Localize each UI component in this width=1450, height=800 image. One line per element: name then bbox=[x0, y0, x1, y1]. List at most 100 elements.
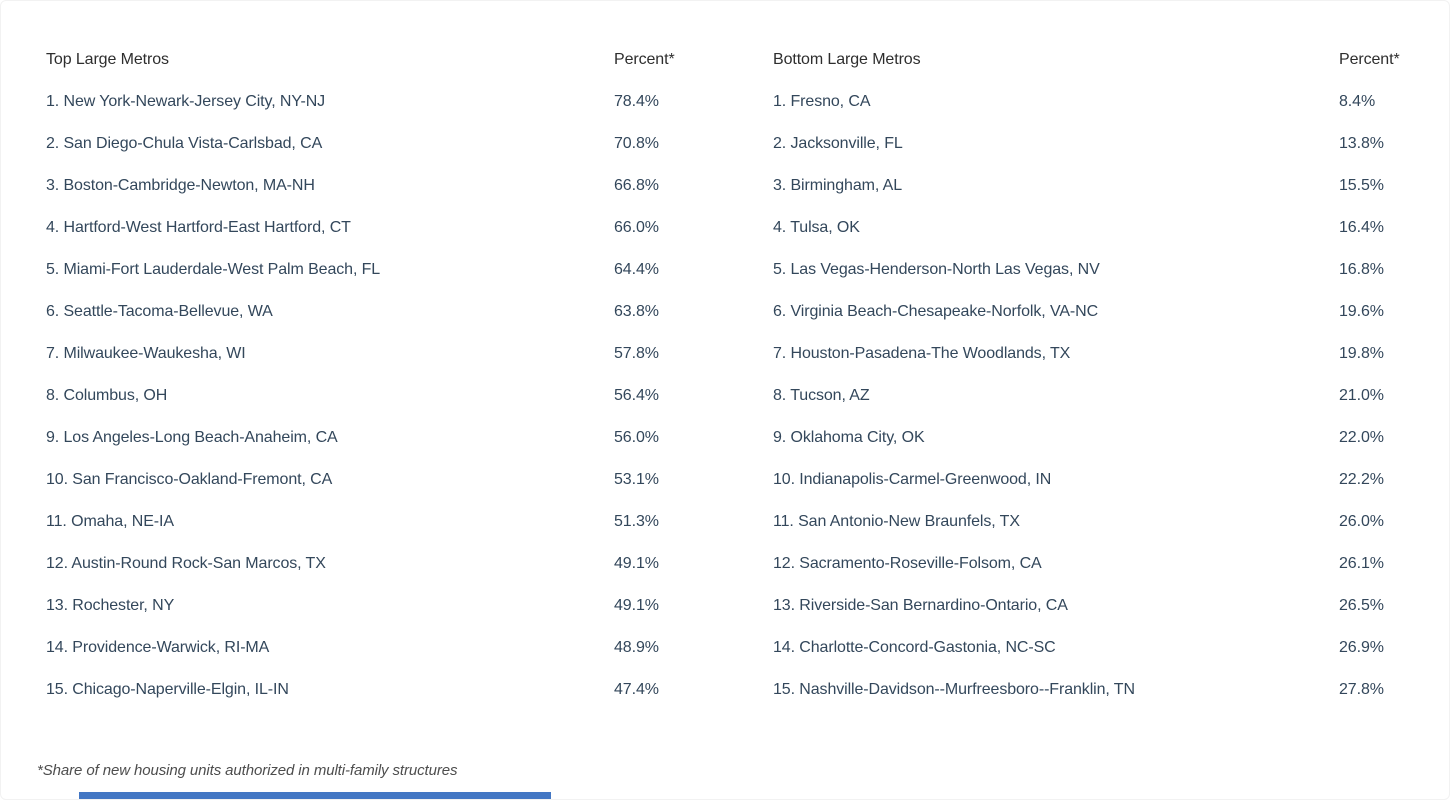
percent-cell: 27.8% bbox=[1339, 681, 1384, 698]
metro-name-cell: 15. Chicago-Naperville-Elgin, IL-IN bbox=[46, 681, 289, 698]
metro-name-cell: 8. Columbus, OH bbox=[46, 387, 168, 404]
table-row: 10. Indianapolis-Carmel-Greenwood, IN 22… bbox=[773, 459, 1406, 501]
table-row: 13. Riverside-San Bernardino-Ontario, CA… bbox=[773, 585, 1406, 627]
percent-cell: 26.1% bbox=[1339, 555, 1384, 572]
table-row: 13. Rochester, NY 49.1% bbox=[46, 585, 728, 627]
metro-name-cell: 7. Houston-Pasadena-The Woodlands, TX bbox=[773, 345, 1071, 362]
metro-name-cell: 1. Fresno, CA bbox=[773, 93, 871, 110]
table-row: 9. Los Angeles-Long Beach-Anaheim, CA 56… bbox=[46, 417, 728, 459]
table-row: 4. Tulsa, OK 16.4% bbox=[773, 207, 1406, 249]
percent-cell: 56.0% bbox=[614, 429, 659, 446]
table-row: 8. Columbus, OH 56.4% bbox=[46, 375, 728, 417]
table-row: 2. Jacksonville, FL 13.8% bbox=[773, 123, 1406, 165]
metro-name-cell: 11. San Antonio-New Braunfels, TX bbox=[773, 513, 1020, 530]
percent-cell: 26.0% bbox=[1339, 513, 1384, 530]
top-metros-table: Top Large Metros Percent* 1. New York-Ne… bbox=[46, 39, 728, 711]
footnote: *Share of new housing units authorized i… bbox=[37, 762, 458, 779]
percent-cell: 49.1% bbox=[614, 555, 659, 572]
percent-cell: 16.4% bbox=[1339, 219, 1384, 236]
table-row: 15. Nashville-Davidson--Murfreesboro--Fr… bbox=[773, 669, 1406, 711]
table-row: 1. Fresno, CA 8.4% bbox=[773, 81, 1406, 123]
metro-name-cell: 6. Virginia Beach-Chesapeake-Norfolk, VA… bbox=[773, 303, 1099, 320]
percent-cell: 21.0% bbox=[1339, 387, 1384, 404]
metro-name-cell: 5. Las Vegas-Henderson-North Las Vegas, … bbox=[773, 261, 1100, 278]
metro-name-cell: 14. Providence-Warwick, RI-MA bbox=[46, 639, 270, 656]
metro-name-cell: 3. Boston-Cambridge-Newton, MA-NH bbox=[46, 177, 315, 194]
percent-cell: 64.4% bbox=[614, 261, 659, 278]
column-header-percent: Percent* bbox=[614, 51, 675, 68]
table-row: 6. Virginia Beach-Chesapeake-Norfolk, VA… bbox=[773, 291, 1406, 333]
table-row: 7. Houston-Pasadena-The Woodlands, TX 19… bbox=[773, 333, 1406, 375]
percent-cell: 26.5% bbox=[1339, 597, 1384, 614]
metro-name-cell: 3. Birmingham, AL bbox=[773, 177, 903, 194]
column-header-top-metros: Top Large Metros bbox=[46, 51, 169, 68]
metros-tables: Top Large Metros Percent* 1. New York-Ne… bbox=[46, 39, 1406, 711]
percent-cell: 47.4% bbox=[614, 681, 659, 698]
metro-name-cell: 1. New York-Newark-Jersey City, NY-NJ bbox=[46, 93, 326, 110]
top-metros-header-row: Top Large Metros Percent* bbox=[46, 39, 728, 81]
metro-name-cell: 10. Indianapolis-Carmel-Greenwood, IN bbox=[773, 471, 1052, 488]
table-row: 5. Miami-Fort Lauderdale-West Palm Beach… bbox=[46, 249, 728, 291]
percent-cell: 16.8% bbox=[1339, 261, 1384, 278]
top-metros-rows: 1. New York-Newark-Jersey City, NY-NJ 78… bbox=[46, 81, 728, 711]
metro-name-cell: 9. Oklahoma City, OK bbox=[773, 429, 925, 446]
metro-name-cell: 2. San Diego-Chula Vista-Carlsbad, CA bbox=[46, 135, 323, 152]
metro-name-cell: 4. Hartford-West Hartford-East Hartford,… bbox=[46, 219, 351, 236]
percent-cell: 19.8% bbox=[1339, 345, 1384, 362]
table-row: 2. San Diego-Chula Vista-Carlsbad, CA 70… bbox=[46, 123, 728, 165]
column-header-bottom-metros: Bottom Large Metros bbox=[773, 51, 921, 68]
table-row: 8. Tucson, AZ 21.0% bbox=[773, 375, 1406, 417]
metro-name-cell: 13. Riverside-San Bernardino-Ontario, CA bbox=[773, 597, 1068, 614]
metro-name-cell: 7. Milwaukee-Waukesha, WI bbox=[46, 345, 246, 362]
percent-cell: 56.4% bbox=[614, 387, 659, 404]
metro-name-cell: 6. Seattle-Tacoma-Bellevue, WA bbox=[46, 303, 273, 320]
percent-cell: 48.9% bbox=[614, 639, 659, 656]
metro-name-cell: 11. Omaha, NE-IA bbox=[46, 513, 174, 530]
metro-name-cell: 14. Charlotte-Concord-Gastonia, NC-SC bbox=[773, 639, 1056, 656]
metro-name-cell: 9. Los Angeles-Long Beach-Anaheim, CA bbox=[46, 429, 338, 446]
metro-name-cell: 13. Rochester, NY bbox=[46, 597, 175, 614]
percent-cell: 13.8% bbox=[1339, 135, 1384, 152]
table-row: 1. New York-Newark-Jersey City, NY-NJ 78… bbox=[46, 81, 728, 123]
percent-cell: 51.3% bbox=[614, 513, 659, 530]
percent-cell: 19.6% bbox=[1339, 303, 1384, 320]
percent-cell: 66.0% bbox=[614, 219, 659, 236]
table-row: 6. Seattle-Tacoma-Bellevue, WA 63.8% bbox=[46, 291, 728, 333]
percent-cell: 8.4% bbox=[1339, 93, 1376, 110]
metro-name-cell: 4. Tulsa, OK bbox=[773, 219, 860, 236]
table-row: 3. Birmingham, AL 15.5% bbox=[773, 165, 1406, 207]
metro-name-cell: 12. Sacramento-Roseville-Folsom, CA bbox=[773, 555, 1042, 572]
percent-cell: 78.4% bbox=[614, 93, 659, 110]
table-row: 10. San Francisco-Oakland-Fremont, CA 53… bbox=[46, 459, 728, 501]
percent-cell: 70.8% bbox=[614, 135, 659, 152]
metro-name-cell: 2. Jacksonville, FL bbox=[773, 135, 903, 152]
table-row: 11. Omaha, NE-IA 51.3% bbox=[46, 501, 728, 543]
bottom-metros-table: Bottom Large Metros Percent* 1. Fresno, … bbox=[773, 39, 1406, 711]
table-row: 3. Boston-Cambridge-Newton, MA-NH 66.8% bbox=[46, 165, 728, 207]
table-row: 7. Milwaukee-Waukesha, WI 57.8% bbox=[46, 333, 728, 375]
metro-name-cell: 10. San Francisco-Oakland-Fremont, CA bbox=[46, 471, 333, 488]
percent-cell: 15.5% bbox=[1339, 177, 1384, 194]
table-row: 11. San Antonio-New Braunfels, TX 26.0% bbox=[773, 501, 1406, 543]
table-row: 4. Hartford-West Hartford-East Hartford,… bbox=[46, 207, 728, 249]
table-row: 9. Oklahoma City, OK 22.0% bbox=[773, 417, 1406, 459]
metro-name-cell: 15. Nashville-Davidson--Murfreesboro--Fr… bbox=[773, 681, 1135, 698]
percent-cell: 66.8% bbox=[614, 177, 659, 194]
table-row: 12. Austin-Round Rock-San Marcos, TX 49.… bbox=[46, 543, 728, 585]
column-header-percent: Percent* bbox=[1339, 51, 1400, 68]
bottom-metros-rows: 1. Fresno, CA 8.4% 2. Jacksonville, FL 1… bbox=[773, 81, 1406, 711]
percent-cell: 49.1% bbox=[614, 597, 659, 614]
bottom-accent-bar bbox=[79, 792, 551, 799]
table-row: 14. Charlotte-Concord-Gastonia, NC-SC 26… bbox=[773, 627, 1406, 669]
table-row: 14. Providence-Warwick, RI-MA 48.9% bbox=[46, 627, 728, 669]
percent-cell: 63.8% bbox=[614, 303, 659, 320]
percent-cell: 53.1% bbox=[614, 471, 659, 488]
percent-cell: 22.2% bbox=[1339, 471, 1384, 488]
percent-cell: 26.9% bbox=[1339, 639, 1384, 656]
metro-name-cell: 12. Austin-Round Rock-San Marcos, TX bbox=[46, 555, 326, 572]
table-row: 5. Las Vegas-Henderson-North Las Vegas, … bbox=[773, 249, 1406, 291]
table-row: 15. Chicago-Naperville-Elgin, IL-IN 47.4… bbox=[46, 669, 728, 711]
metro-name-cell: 5. Miami-Fort Lauderdale-West Palm Beach… bbox=[46, 261, 381, 278]
percent-cell: 57.8% bbox=[614, 345, 659, 362]
